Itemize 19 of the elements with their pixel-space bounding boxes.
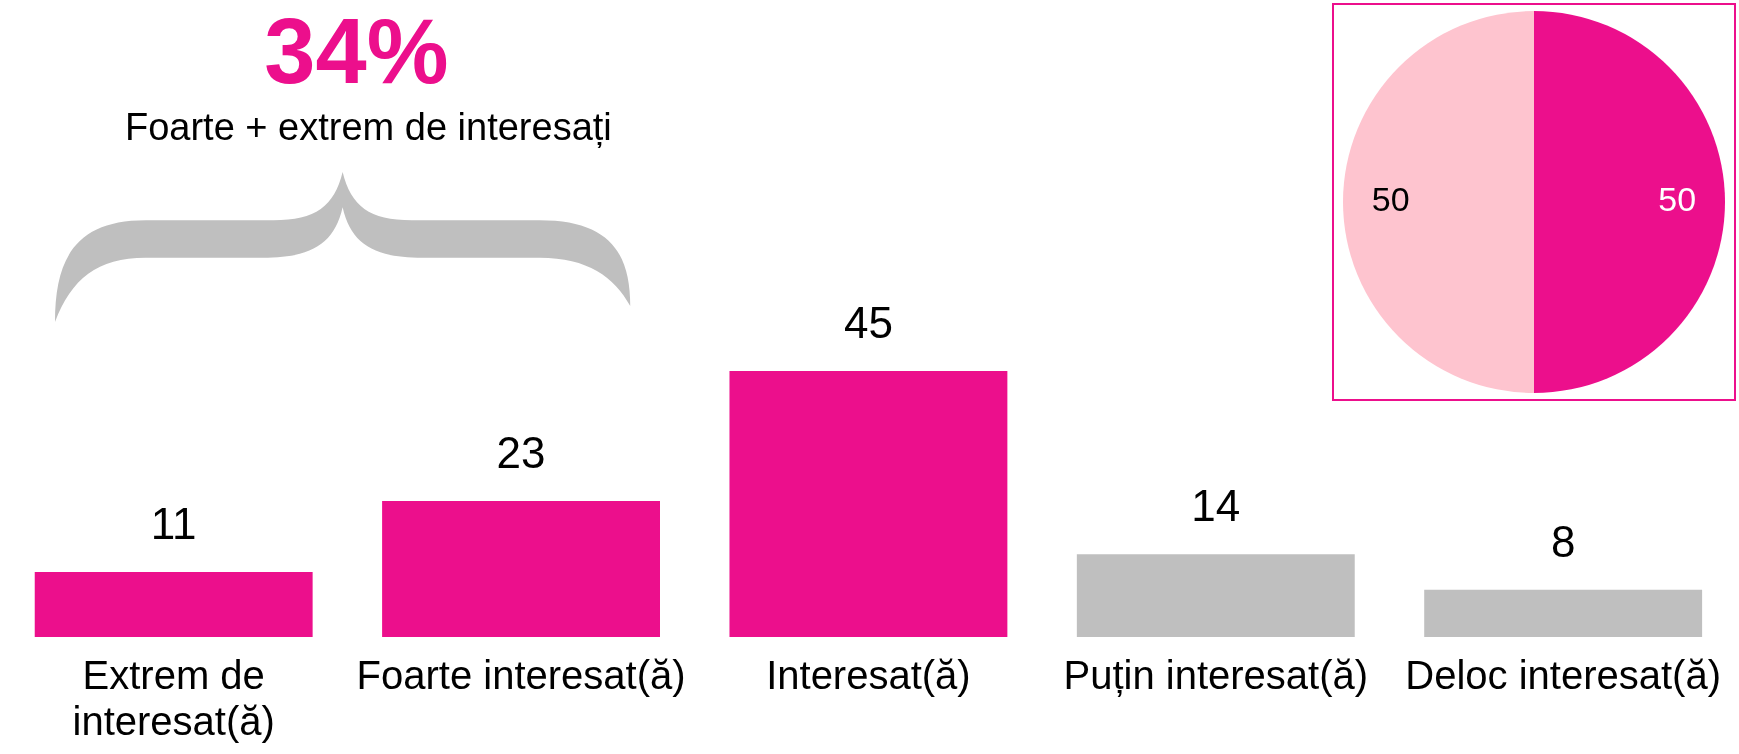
x-tick-label: Puțin interesat(ă) [1063,653,1369,698]
data-label: 23 [496,428,546,478]
bar [382,501,660,637]
bar [729,371,1008,637]
data-label: 45 [843,298,893,347]
bar [34,571,313,637]
bar [1076,554,1355,637]
x-tick-label: Deloc interesat(ă) [1405,653,1721,698]
x-tick-label: Foarte interesat(ă) [356,653,686,698]
data-label: 8 [1550,516,1576,566]
x-tick-label: Interesat(ă) [766,653,971,698]
x-tick-label: Extrem de interesat(ă) [72,653,275,744]
text: 34% [264,0,449,102]
data-label: 50 [1658,180,1697,219]
data-label: 50 [1371,180,1410,219]
text: Foarte + extrem de interesați [124,106,612,148]
data-label: 11 [150,498,197,548]
data-label: 14 [1191,481,1241,531]
bar [1424,589,1703,637]
